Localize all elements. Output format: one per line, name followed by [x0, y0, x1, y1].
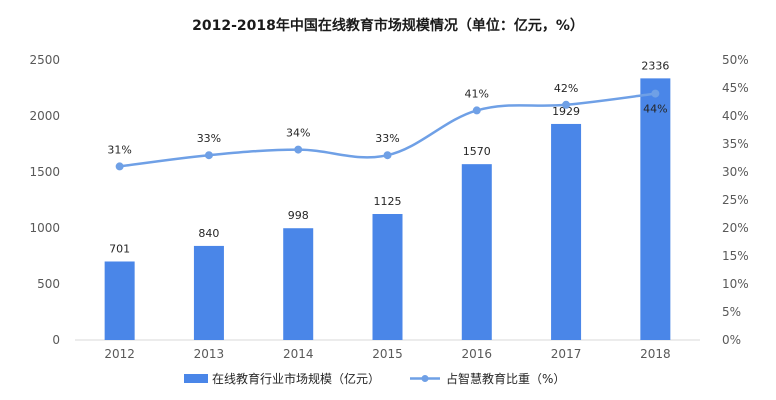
bar — [283, 228, 314, 340]
line-value-label: 42% — [554, 82, 578, 95]
right-axis-tick-label: 15% — [722, 249, 749, 263]
right-axis-tick-label: 20% — [722, 221, 749, 235]
bar-value-label: 1125 — [374, 195, 402, 208]
line-value-label: 41% — [465, 87, 489, 100]
bar — [461, 164, 492, 340]
left-axis-tick-label: 1500 — [29, 165, 60, 179]
left-axis-tick-label: 0 — [52, 333, 60, 347]
left-axis-tick-label: 1000 — [29, 221, 60, 235]
bar — [193, 245, 224, 340]
right-axis-tick-label: 35% — [722, 137, 749, 151]
bar-value-label: 1929 — [552, 105, 580, 118]
line-value-label: 33% — [197, 132, 221, 145]
right-axis-tick-label: 25% — [722, 193, 749, 207]
line-point — [204, 151, 213, 160]
bar — [640, 78, 671, 341]
chart-title: 2012-2018年中国在线教育市场规模情况（单位：亿元，%） — [192, 17, 584, 34]
line-series: 31% 33% 34% 33% 41% 42% 44% — [107, 82, 668, 171]
bar-series: 701 840 998 1125 1570 1929 2336 — [104, 59, 671, 341]
bar-value-label: 840 — [198, 227, 219, 240]
x-axis-tick-label: 2018 — [640, 347, 671, 361]
x-axis-tick-label: 2016 — [462, 347, 493, 361]
right-axis-tick-label: 45% — [722, 81, 749, 95]
bar-value-label: 998 — [288, 209, 309, 222]
x-axis: 2012 2013 2014 2015 2016 2017 2018 — [75, 339, 700, 361]
legend-bar-label: 在线教育行业市场规模（亿元） — [212, 371, 380, 386]
right-axis-tick-label: 40% — [722, 109, 749, 123]
bar-value-label: 2336 — [641, 59, 669, 72]
right-axis-tick-label: 5% — [722, 305, 741, 319]
line-point — [651, 89, 660, 98]
x-axis-tick-label: 2017 — [551, 347, 582, 361]
bar-value-label: 1570 — [463, 145, 491, 158]
bar — [372, 214, 403, 340]
legend-line-label: 占智慧教育比重（%） — [446, 371, 565, 386]
right-axis-tick-label: 30% — [722, 165, 749, 179]
x-axis-tick-label: 2014 — [283, 347, 314, 361]
legend-line-marker — [421, 375, 429, 382]
right-y-axis: 0% 5% 10% 15% 20% 25% 30% 35% 40% 45% 50% — [722, 53, 749, 347]
right-axis-tick-label: 0% — [722, 333, 741, 347]
x-axis-tick-label: 2012 — [104, 347, 135, 361]
line-value-label: 34% — [286, 127, 310, 140]
bar — [551, 123, 582, 341]
bar — [104, 261, 135, 340]
line-value-label: 33% — [375, 132, 399, 145]
x-axis-tick-label: 2013 — [194, 347, 225, 361]
legend: 在线教育行业市场规模（亿元） 占智慧教育比重（%） — [184, 371, 565, 386]
left-axis-tick-label: 2500 — [29, 53, 60, 67]
line-value-label: 31% — [107, 143, 131, 156]
bar-value-label: 701 — [109, 242, 130, 255]
left-y-axis: 0 500 1000 1500 2000 2500 — [29, 53, 60, 347]
right-axis-tick-label: 10% — [722, 277, 749, 291]
line-point — [383, 151, 392, 160]
legend-bar-swatch — [184, 374, 208, 383]
right-axis-tick-label: 50% — [722, 53, 749, 67]
line-point — [472, 106, 481, 115]
line-value-label: 44% — [643, 103, 667, 116]
line-point — [562, 100, 571, 109]
left-axis-tick-label: 500 — [37, 277, 60, 291]
x-axis-tick-label: 2015 — [372, 347, 403, 361]
line-point — [294, 145, 303, 154]
left-axis-tick-label: 2000 — [29, 109, 60, 123]
line-point — [115, 162, 124, 171]
